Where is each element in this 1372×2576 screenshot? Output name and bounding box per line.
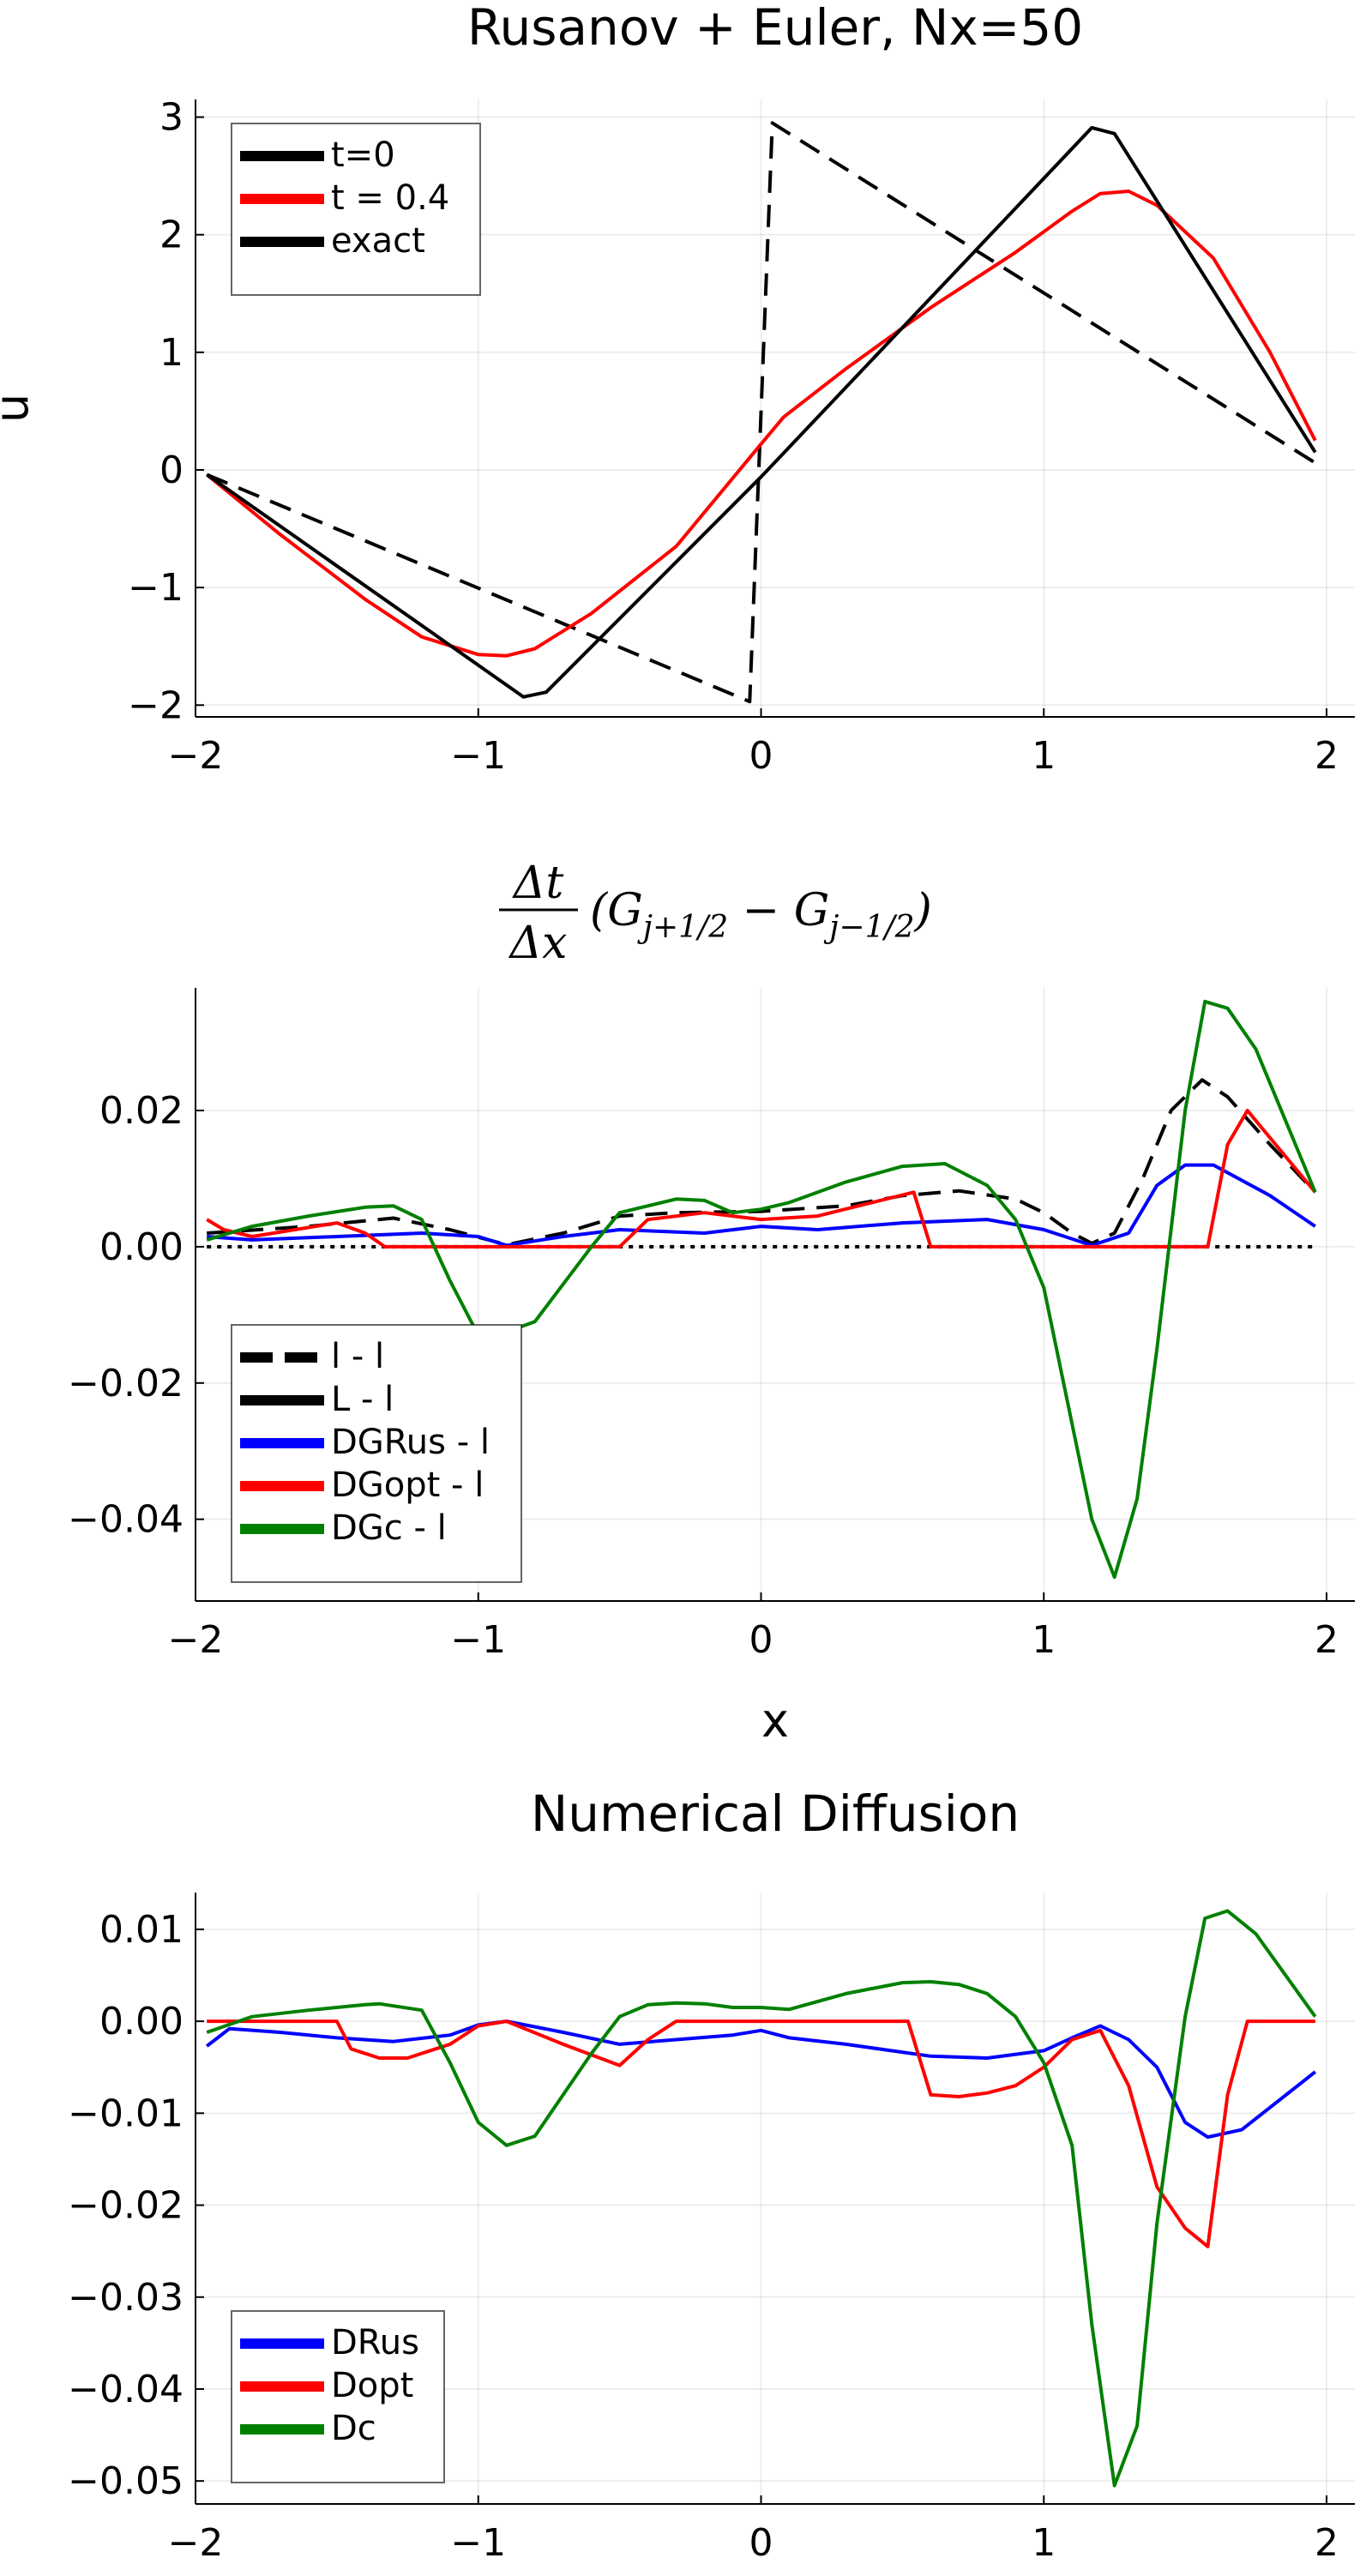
y-tick-label-1: −1 (128, 566, 184, 610)
y-tick-label-5: 3 (159, 96, 184, 140)
y-tick-label-3: −0.02 (68, 2184, 184, 2228)
x-tick-label-1: −1 (450, 2521, 506, 2565)
y-tick-label-0: −2 (128, 683, 184, 727)
y-tick-label-4: −0.01 (68, 2091, 184, 2135)
title-expression: (Gj+1/2 − Gj−1/2) (590, 885, 932, 945)
x-tick-label-4: 2 (1315, 1618, 1339, 1662)
x-tick-label-0: −2 (168, 2521, 224, 2565)
chart-panel-1: −2 −1 0 1 2 −2 −1 0 1 2 3 Rusanov + Euler, Nx=50 u t=… (0, 0, 1355, 778)
x-tick-label-4: 2 (1315, 734, 1339, 778)
y-tick-label-2: −0.03 (68, 2276, 184, 2320)
legend-label-2: DGRus - l (331, 1423, 490, 1462)
legend-label-1: t = 0.4 (331, 178, 449, 218)
title-fraction-denominator: Δx (508, 918, 568, 969)
y-axis-label: u (0, 394, 39, 423)
x-tick-label-3: 1 (1032, 734, 1056, 778)
y-tick-label-1: −0.02 (68, 1362, 184, 1405)
title-fraction-numerator: Δt (512, 858, 564, 909)
chart-panel-2: −2 −1 0 1 2 −0.04 −0.02 0.00 0.02 Δt Δx (Gj+1/2 − G… (68, 858, 1355, 1748)
chart-title-math: Δt Δx (Gj+1/2 − Gj−1/2) (499, 858, 932, 969)
legend-label-0: l - l (331, 1337, 384, 1376)
legend-label-4: DGc - l (331, 1508, 447, 1548)
chart-title: Numerical Diffusion (531, 1785, 1020, 1843)
y-tick-label-4: 2 (159, 214, 184, 257)
legend-label-0: t=0 (331, 135, 395, 175)
series-line-1 (205, 190, 1317, 658)
legend-label-1: Dopt (331, 2366, 413, 2405)
series-line-4 (206, 999, 1317, 1580)
legend-box (231, 1324, 522, 1583)
y-tick-label-2: 0.00 (99, 1225, 184, 1269)
series-line-3 (206, 1109, 1317, 1249)
series-line-1 (207, 2019, 1315, 2248)
series-line-2 (207, 1163, 1316, 1248)
series-line-0 (206, 121, 1316, 704)
y-tick-label-6: 0.01 (99, 1908, 184, 1952)
x-tick-label-4: 2 (1315, 2521, 1339, 2565)
chart-title: Rusanov + Euler, Nx=50 (467, 0, 1083, 57)
legend-label-2: Dc (331, 2409, 376, 2448)
x-tick-label-0: −2 (168, 1618, 224, 1662)
chart-panel-3: −2 −1 0 1 2 −0.05 −0.04 −0.03 −0.02 −0.01 0.00 0.01… (68, 1785, 1355, 2565)
series-line-2 (206, 125, 1317, 699)
series-line-2 (206, 1909, 1317, 2488)
legend-label-1: L - l (331, 1380, 394, 1419)
x-tick-label-1: −1 (450, 1618, 506, 1662)
y-tick-label-0: −0.04 (68, 1498, 184, 1542)
x-tick-label-3: 1 (1032, 1618, 1056, 1662)
y-tick-label-1: −0.04 (68, 2368, 184, 2411)
legend: DRus Dopt Dc (231, 2310, 445, 2483)
x-tick-label-0: −2 (168, 734, 224, 778)
y-tick-label-3: 0.02 (99, 1089, 184, 1133)
y-tick-label-0: −0.05 (68, 2459, 184, 2503)
x-tick-label-1: −1 (450, 734, 506, 778)
x-tick-label-2: 0 (749, 734, 773, 778)
legend-label-0: DRus (331, 2323, 419, 2362)
y-tick-label-5: 0.00 (99, 2000, 184, 2043)
x-tick-label-3: 1 (1032, 2521, 1056, 2565)
x-tick-label-2: 0 (749, 2521, 773, 2565)
x-axis-label: x (761, 1694, 789, 1748)
legend-label-2: exact (331, 221, 425, 261)
legend-label-3: DGopt - l (331, 1466, 484, 1505)
series-line-0 (205, 2019, 1317, 2140)
y-tick-label-3: 1 (159, 331, 184, 375)
x-tick-label-2: 0 (749, 1618, 773, 1662)
y-tick-label-2: 0 (159, 448, 184, 492)
